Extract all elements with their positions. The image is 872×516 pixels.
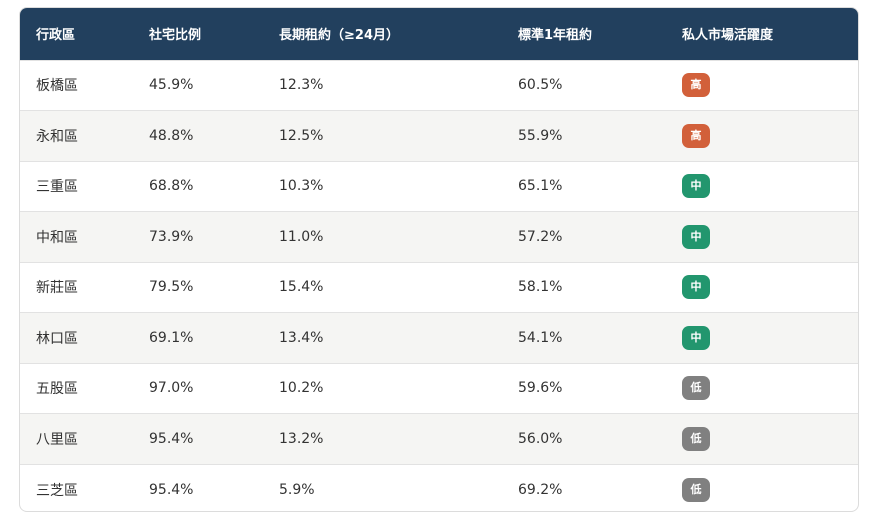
value-cell: 95.4%: [149, 481, 194, 498]
activity-cell: 低: [666, 363, 858, 414]
value-cell: 5.9%: [279, 481, 315, 498]
value-cell: 95.4%: [149, 430, 194, 447]
value-cell: 13.2%: [279, 430, 324, 447]
value-cell: 45.9%: [149, 77, 194, 94]
value-cell: 57.2%: [518, 228, 563, 245]
district-cell: 三重區: [36, 179, 78, 196]
activity-badge: 中: [682, 174, 710, 199]
district-cell: 新莊區: [36, 280, 78, 297]
table-row: 中和區 73.9% 11.0% 57.2% 中: [20, 211, 858, 263]
value-cell: 69.2%: [518, 481, 563, 498]
header-cell: 社宅比例: [149, 28, 202, 44]
district-cell: 林口區: [36, 330, 78, 347]
table-body: 板橋區 45.9% 12.3% 60.5% 高永和區 48.8% 12.5% 55.9% 高三重…: [20, 60, 858, 511]
activity-cell: 低: [666, 464, 858, 511]
value-cell: 73.9%: [149, 228, 194, 245]
table-row: 新莊區 79.5% 15.4% 58.1% 中: [20, 262, 858, 313]
table-row: 三重區 68.8% 10.3% 65.1% 中: [20, 161, 858, 212]
value-cell: 68.8%: [149, 178, 194, 195]
table-row: 板橋區 45.9% 12.3% 60.5% 高: [20, 60, 858, 111]
value-cell: 60.5%: [518, 77, 563, 94]
activity-badge: 中: [682, 224, 710, 249]
value-cell: 56.0%: [518, 430, 563, 447]
activity-cell: 中: [666, 161, 858, 212]
value-cell: 10.3%: [279, 178, 324, 195]
value-cell: 59.6%: [518, 380, 563, 397]
table-row: 五股區 97.0% 10.2% 59.6% 低: [20, 363, 858, 414]
district-cell: 板橋區: [36, 78, 78, 95]
header-row: 行政區 社宅比例 長期租約（≥24月） 標準1年租約 私人市場活躍度: [20, 8, 858, 60]
activity-cell: 中: [666, 262, 858, 313]
table: 行政區 社宅比例 長期租約（≥24月） 標準1年租約 私人市場活躍度 板橋區 45.9% 1…: [20, 8, 858, 511]
value-cell: 79.5%: [149, 279, 194, 296]
activity-badge: 中: [682, 275, 710, 300]
activity-badge: 低: [682, 477, 710, 502]
district-cell: 中和區: [36, 229, 78, 246]
value-cell: 10.2%: [279, 380, 324, 397]
header-cell: 長期租約（≥24月）: [279, 28, 399, 44]
activity-cell: 中: [666, 212, 858, 263]
table-row: 三芝區 95.4% 5.9% 69.2% 低: [20, 464, 858, 511]
district-cell: 八里區: [36, 431, 78, 448]
value-cell: 12.3%: [279, 77, 324, 94]
value-cell: 69.1%: [149, 329, 194, 346]
activity-badge: 低: [682, 426, 710, 451]
value-cell: 58.1%: [518, 279, 563, 296]
table-row: 永和區 48.8% 12.5% 55.9% 高: [20, 110, 858, 162]
header-cell: 私人市場活躍度: [682, 28, 774, 44]
value-cell: 48.8%: [149, 127, 194, 144]
table-row: 林口區 69.1% 13.4% 54.1% 中: [20, 312, 858, 364]
district-cell: 五股區: [36, 381, 78, 398]
activity-badge: 高: [682, 73, 710, 98]
value-cell: 65.1%: [518, 178, 563, 195]
value-cell: 55.9%: [518, 127, 563, 144]
value-cell: 54.1%: [518, 329, 563, 346]
district-cell: 三芝區: [36, 482, 78, 499]
activity-cell: 高: [666, 111, 858, 162]
activity-badge: 中: [682, 325, 710, 350]
header-cell: 標準1年租約: [518, 28, 593, 44]
value-cell: 11.0%: [279, 228, 324, 245]
activity-cell: 高: [666, 60, 858, 111]
activity-cell: 中: [666, 313, 858, 364]
activity-cell: 低: [666, 414, 858, 465]
value-cell: 15.4%: [279, 279, 324, 296]
activity-badge: 低: [682, 376, 710, 401]
value-cell: 12.5%: [279, 127, 324, 144]
activity-badge: 高: [682, 123, 710, 148]
table-card: 行政區 社宅比例 長期租約（≥24月） 標準1年租約 私人市場活躍度 板橋區 45.9% 1…: [19, 7, 859, 512]
value-cell: 13.4%: [279, 329, 324, 346]
district-cell: 永和區: [36, 128, 78, 145]
value-cell: 97.0%: [149, 380, 194, 397]
header-cell: 行政區: [36, 28, 76, 44]
table-row: 八里區 95.4% 13.2% 56.0% 低: [20, 413, 858, 465]
